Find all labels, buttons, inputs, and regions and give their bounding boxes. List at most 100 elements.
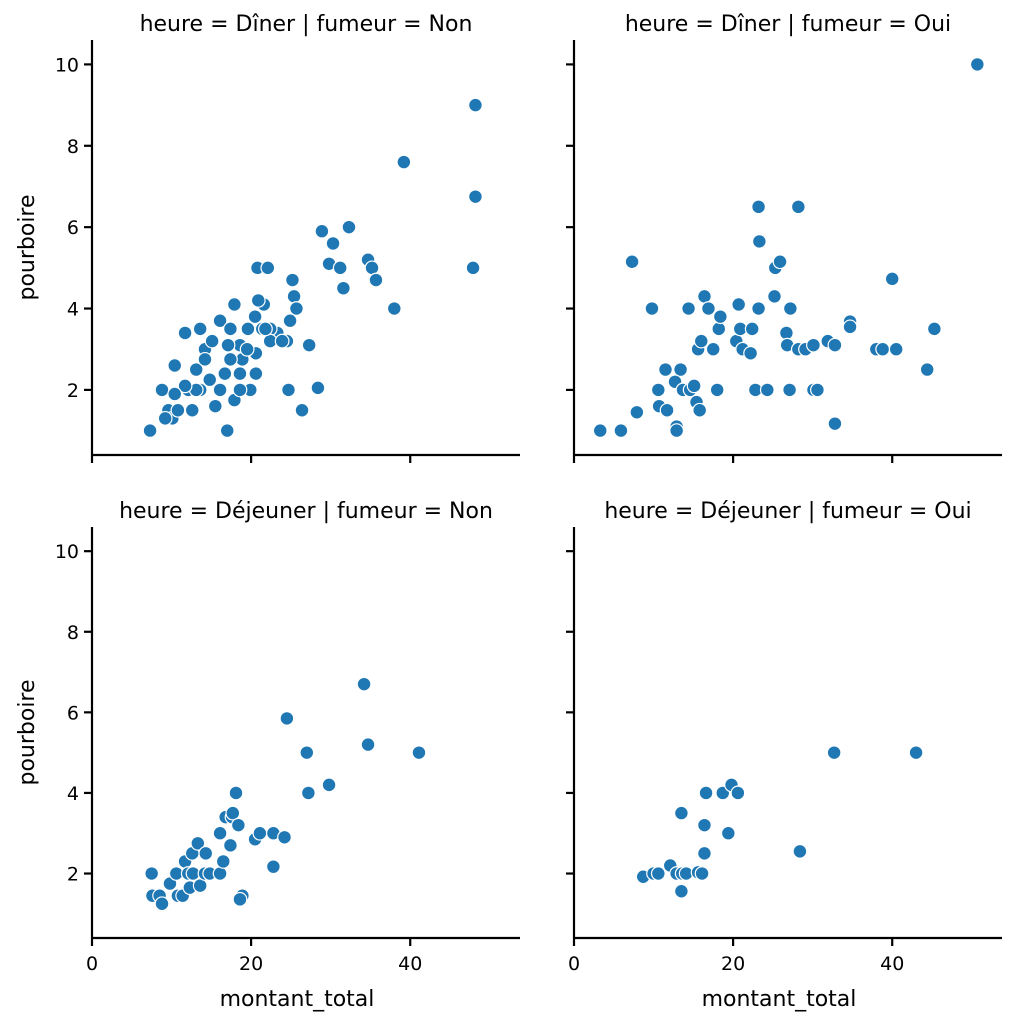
data-point [751, 199, 766, 215]
data-point [826, 745, 842, 761]
data-point [782, 301, 798, 316]
data-point [711, 321, 727, 337]
data-point [842, 319, 858, 335]
data-point [154, 896, 170, 912]
data-point [184, 402, 200, 418]
x-tick-label: 40 [398, 953, 422, 975]
data-point [188, 362, 204, 377]
data-point [232, 382, 248, 398]
data-point [658, 362, 673, 377]
x-axis-label: montant_total [220, 987, 375, 1012]
facet-panel: heure = Dîner | fumeur = Non 2 4 6 8 10 pourbo… [15, 12, 520, 463]
facet-panel: heure = Déjeuner | fumeur = Oui 0 20 40 mont… [566, 499, 1002, 1012]
data-point [751, 301, 766, 316]
data-point [779, 325, 794, 341]
x-axis-label: montant_total [702, 987, 857, 1012]
data-point [332, 260, 348, 276]
data-point [782, 382, 797, 398]
data-point [223, 321, 238, 337]
data-point [468, 97, 483, 113]
data-point [767, 288, 782, 304]
panel-title: heure = Dîner | fumeur = Non [140, 12, 473, 37]
data-point [248, 366, 264, 382]
data-point [239, 341, 255, 357]
data-point [282, 313, 298, 329]
data-point [650, 382, 666, 398]
data-point [694, 866, 710, 881]
data-point [701, 301, 716, 316]
y-tick-label: 10 [55, 541, 79, 563]
data-point [207, 398, 223, 414]
data-point [279, 710, 295, 726]
data-point [698, 785, 714, 801]
data-point [212, 382, 228, 398]
data-point [681, 301, 696, 316]
data-point [281, 382, 296, 398]
y-tick-label: 4 [67, 783, 79, 805]
data-point [190, 835, 206, 851]
x-tick-label: 40 [880, 953, 904, 975]
data-point [744, 321, 760, 337]
data-point [217, 366, 233, 382]
data-point [705, 341, 721, 357]
data-point [720, 825, 736, 841]
facet-panel: heure = Dîner | fumeur = Oui [566, 12, 1002, 463]
y-tick-label: 8 [67, 136, 79, 158]
data-point [198, 845, 214, 861]
data-point [712, 309, 728, 325]
data-point [204, 333, 220, 349]
data-point [167, 358, 183, 373]
data-point [285, 272, 300, 288]
y-tick-label: 2 [67, 864, 79, 886]
data-point [228, 785, 244, 801]
data-point [294, 402, 310, 418]
x-tick-label: 0 [86, 953, 98, 975]
data-point [177, 325, 193, 341]
data-point [223, 837, 238, 853]
data-point [772, 254, 788, 270]
data-point [286, 288, 302, 304]
data-point [969, 57, 985, 72]
data-point [335, 280, 351, 296]
data-point [697, 817, 712, 833]
data-point [219, 423, 235, 438]
data-point [411, 745, 427, 761]
data-point [465, 260, 481, 276]
data-point [908, 745, 924, 761]
data-point [827, 416, 843, 432]
data-point [806, 337, 821, 353]
x-tick-label: 20 [239, 953, 263, 975]
data-point [386, 301, 402, 316]
data-point [220, 337, 236, 353]
data-point [247, 309, 263, 325]
data-point [289, 301, 304, 316]
data-point [613, 423, 629, 438]
y-tick-label: 6 [67, 702, 79, 724]
data-point [368, 272, 384, 288]
data-point [232, 891, 248, 907]
data-point [364, 260, 380, 276]
data-point [592, 423, 608, 438]
y-axis-label: pourboire [15, 194, 40, 300]
data-point [265, 859, 281, 875]
data-point [232, 366, 248, 382]
data-point [692, 402, 708, 418]
y-axis-label: pourboire [15, 679, 40, 785]
data-point [888, 341, 904, 357]
data-point [659, 402, 675, 418]
data-point [396, 154, 412, 170]
panel-title: heure = Dîner | fumeur = Oui [625, 12, 951, 37]
data-point [468, 189, 483, 205]
x-tick-label: 0 [568, 953, 580, 975]
y-tick-label: 8 [67, 622, 79, 644]
data-point [258, 321, 273, 337]
data-point [759, 382, 775, 398]
data-point [673, 362, 689, 377]
data-point [223, 351, 238, 367]
data-point [325, 236, 341, 251]
panel-title: heure = Déjeuner | fumeur = Non [119, 499, 493, 524]
data-point [167, 386, 183, 402]
data-point [192, 321, 208, 337]
y-tick-label: 2 [67, 380, 79, 402]
